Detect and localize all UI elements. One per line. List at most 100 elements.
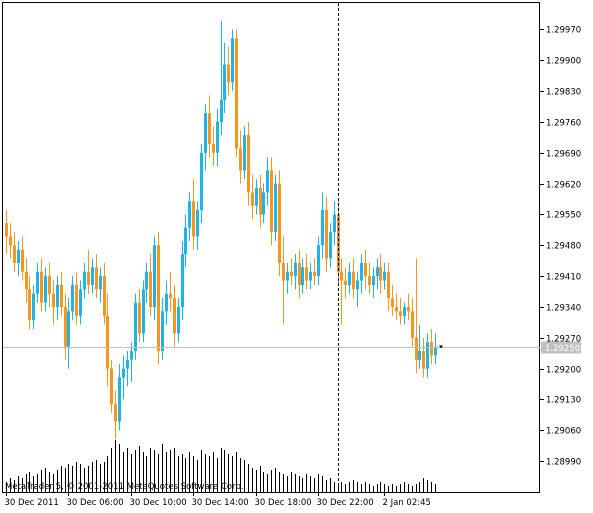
candle-bearish: [192, 179, 195, 250]
y-tick-label: 1.29900: [546, 57, 581, 67]
candle-bearish: [411, 298, 414, 347]
candle-body: [153, 245, 156, 307]
candle-bearish: [290, 258, 293, 285]
candle-bearish: [60, 271, 63, 316]
candle-bullish: [181, 240, 184, 321]
candle-body: [340, 271, 343, 281]
candle-body: [395, 306, 398, 312]
candle-bearish: [387, 262, 390, 312]
candle-bearish: [40, 258, 43, 312]
candle-body: [36, 271, 39, 294]
candle-body: [333, 214, 336, 233]
candle-body: [294, 262, 297, 277]
current-price-marker-icon: [439, 345, 443, 349]
candle-bullish: [99, 267, 102, 303]
y-tick-label: 1.29270: [546, 335, 581, 345]
candle-body: [25, 271, 28, 290]
candle-body: [87, 271, 90, 285]
candle-bearish: [379, 254, 382, 294]
candle-body: [220, 99, 223, 122]
candle-body: [251, 192, 254, 206]
candle-bullish: [200, 143, 203, 224]
candle-bearish: [298, 249, 301, 299]
candle-bullish: [294, 254, 297, 290]
candle-body: [200, 152, 203, 211]
candle-body: [383, 271, 386, 281]
candle-bearish: [138, 289, 141, 343]
candle-bearish: [48, 262, 51, 307]
candle-body: [278, 183, 281, 263]
candle-bullish: [360, 254, 363, 294]
candle-body: [223, 64, 226, 100]
candle-body: [48, 276, 51, 294]
candle-body: [259, 188, 262, 215]
candle-body: [142, 289, 145, 334]
candle-body: [348, 271, 351, 285]
candle-body: [309, 271, 312, 281]
candle-body: [5, 223, 8, 237]
candle-bullish: [32, 284, 35, 329]
candle-body: [161, 311, 164, 352]
time-axis: 30 Dec 2011 30 Dec 06:00 30 Dec 10:00 30 De…: [5, 492, 431, 508]
candle-bearish: [278, 170, 281, 277]
candle-body: [239, 148, 242, 171]
candle-body: [329, 232, 332, 259]
current-price-label-bg: [541, 341, 581, 354]
x-tick-label: 30 Dec 06:00: [67, 498, 124, 508]
candle-bullish: [262, 183, 265, 224]
candle-body: [235, 38, 238, 149]
candle-body: [9, 236, 12, 246]
candle-bullish: [67, 298, 70, 369]
candle-body: [17, 249, 20, 263]
candle-bearish: [5, 210, 8, 255]
candle-bearish: [95, 254, 98, 299]
candle-body: [298, 262, 301, 285]
candle-bearish: [87, 249, 90, 294]
candle-bearish: [28, 276, 31, 329]
x-tick-label: 2 Jan 02:45: [383, 498, 431, 508]
candle-bullish: [91, 258, 94, 294]
candle-body: [415, 337, 418, 360]
y-tick-label: 1.29760: [546, 119, 581, 129]
candle-bullish: [348, 262, 351, 294]
candle-body: [13, 245, 16, 263]
candle-bullish: [79, 280, 82, 325]
candle-body: [83, 271, 86, 290]
candle-bearish: [149, 254, 152, 316]
candle-bullish: [122, 355, 125, 400]
candle-bullish: [177, 298, 180, 343]
candle-body: [411, 311, 414, 338]
candle-bullish: [403, 302, 406, 325]
candle-bearish: [430, 329, 433, 365]
candle-body: [130, 351, 133, 360]
candle-bullish: [161, 298, 164, 360]
candle-bullish: [220, 20, 223, 136]
candle-body: [110, 368, 113, 404]
candle-body: [21, 249, 24, 272]
candle-body: [231, 38, 234, 83]
candle-body: [181, 254, 184, 307]
candle-body: [126, 359, 129, 369]
candle-body: [266, 170, 269, 193]
candle-body: [169, 293, 172, 299]
candle-bullish: [204, 104, 207, 171]
candle-body: [196, 210, 199, 237]
plot-frame: [2, 2, 540, 493]
candle-bullish: [372, 267, 375, 299]
candle-body: [305, 267, 308, 281]
candle-bullish: [266, 157, 269, 206]
candle-bullish: [184, 214, 187, 268]
candle-body: [376, 267, 379, 277]
candle-bearish: [169, 271, 172, 312]
candle-body: [407, 306, 410, 312]
candle-body: [247, 135, 250, 193]
candle-body: [321, 210, 324, 246]
candle-body: [317, 245, 320, 277]
candle-body: [188, 201, 191, 228]
candle-body: [426, 342, 429, 369]
candle-body: [60, 284, 63, 307]
candle-bullish: [356, 271, 359, 307]
candle-body: [67, 311, 70, 347]
candle-bullish: [145, 262, 148, 303]
